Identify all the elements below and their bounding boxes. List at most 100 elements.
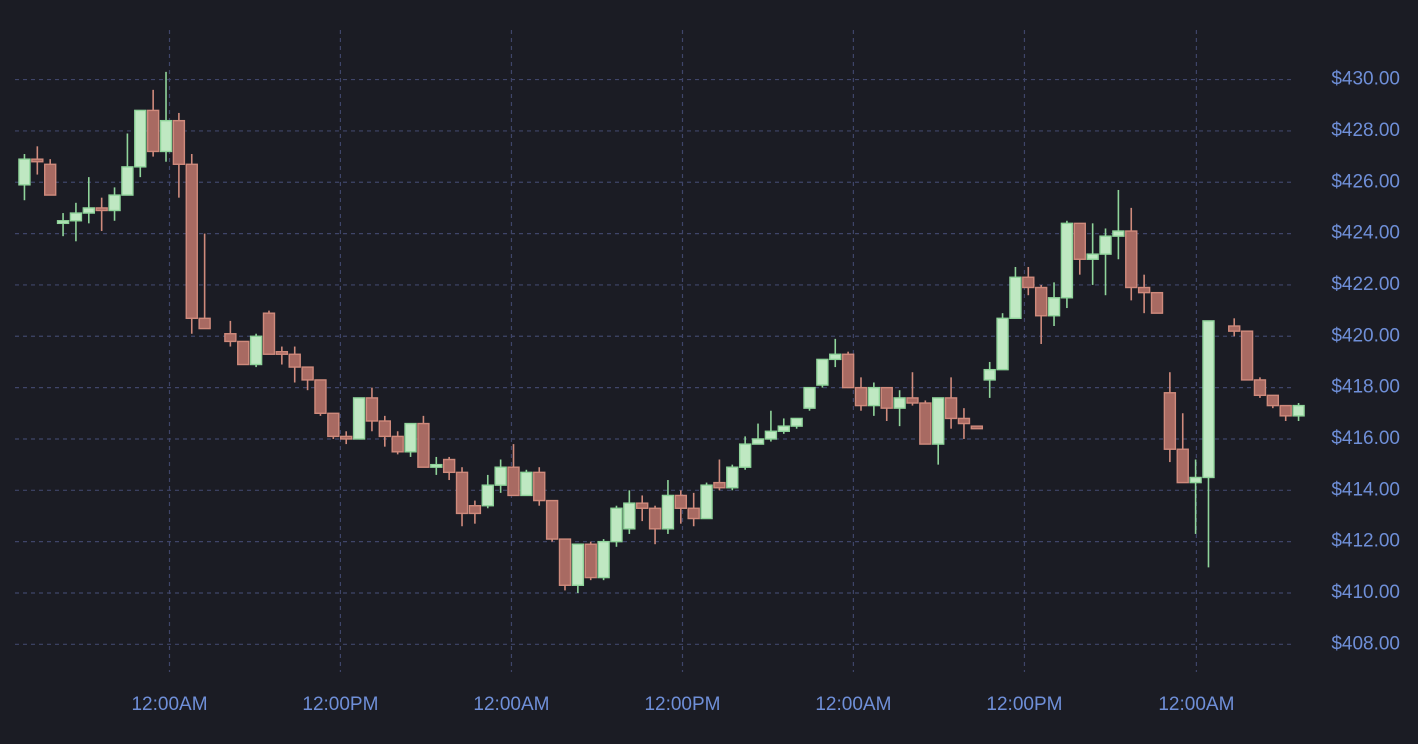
candle-body xyxy=(1099,235,1112,255)
candle-body xyxy=(636,502,649,509)
y-tick-label: $430.00 xyxy=(1331,69,1400,90)
candle-body xyxy=(339,435,353,440)
candle-body xyxy=(545,499,559,540)
candle-body xyxy=(262,312,276,355)
candle-body xyxy=(455,471,469,515)
candle-body xyxy=(159,119,173,153)
candle-body xyxy=(442,458,456,474)
candle-body xyxy=(996,317,1009,371)
candle-body xyxy=(224,333,237,343)
candle-body xyxy=(1292,404,1305,417)
candle-body xyxy=(1112,230,1125,237)
candle-body xyxy=(146,109,160,153)
candle-body xyxy=(854,386,868,407)
y-tick-label: $412.00 xyxy=(1331,531,1400,552)
x-tick-label: 12:00AM xyxy=(473,694,549,715)
candle-body xyxy=(82,207,96,214)
y-tick-label: $424.00 xyxy=(1331,223,1400,244)
candle-body xyxy=(56,220,70,225)
candle-body xyxy=(391,435,404,453)
candle-body xyxy=(533,471,546,502)
candle-body xyxy=(275,350,289,355)
candle-body xyxy=(777,425,790,432)
candle-body xyxy=(185,163,198,320)
y-tick-label: $416.00 xyxy=(1331,428,1400,449)
candle-body xyxy=(623,502,636,530)
candle-body xyxy=(700,484,713,520)
candle-body xyxy=(314,379,327,414)
candle-body xyxy=(571,543,585,586)
candle-body xyxy=(249,335,263,366)
candle-body xyxy=(198,317,211,330)
candle-body xyxy=(404,422,417,453)
candle-body xyxy=(1073,222,1086,260)
candle-body xyxy=(584,543,597,579)
candle-body xyxy=(365,397,379,422)
candle-body xyxy=(919,402,932,445)
candle-body xyxy=(327,412,340,438)
candle-body xyxy=(352,397,366,440)
candle-body xyxy=(95,207,108,212)
candle-body xyxy=(893,397,906,409)
candle-body xyxy=(1266,394,1280,407)
candle-body xyxy=(687,507,700,520)
candle-body xyxy=(610,507,623,543)
candle-body xyxy=(764,430,778,440)
candle-body xyxy=(1253,379,1267,397)
y-tick-label: $420.00 xyxy=(1331,325,1400,346)
candle-body xyxy=(1202,320,1215,479)
candle-body xyxy=(648,507,662,530)
y-tick-label: $426.00 xyxy=(1331,171,1400,192)
candle-body xyxy=(661,494,675,530)
candle-body xyxy=(1240,330,1254,381)
candle-body xyxy=(1060,222,1074,299)
candle-body xyxy=(803,386,816,409)
candle-body xyxy=(468,505,482,515)
candle-body xyxy=(378,420,392,438)
candle-body xyxy=(597,540,610,579)
candle-body xyxy=(134,109,147,168)
candle-body xyxy=(1137,286,1151,294)
candle-body xyxy=(1009,276,1022,320)
candle-body xyxy=(69,212,83,222)
y-tick-label: $422.00 xyxy=(1331,274,1400,295)
candle-body xyxy=(1125,230,1138,289)
candle-body xyxy=(121,166,134,196)
candle-body xyxy=(726,466,739,489)
candle-body xyxy=(237,340,250,366)
axis-labels: $408.00 $410.00 $412.00 $414.00 $416.00 $418.… xyxy=(131,69,1400,715)
candle-body xyxy=(1163,392,1177,450)
candle-body xyxy=(932,397,945,445)
candle-body xyxy=(1176,448,1189,484)
candle-body xyxy=(674,494,688,509)
x-tick-label: 12:00AM xyxy=(1158,694,1234,715)
candle-body xyxy=(841,353,855,389)
y-tick-label: $410.00 xyxy=(1331,582,1400,603)
candle-body xyxy=(108,194,121,212)
x-tick-label: 12:00PM xyxy=(302,694,378,715)
candle-body xyxy=(790,417,803,427)
candle-body xyxy=(1228,325,1241,332)
candle-body xyxy=(738,443,752,468)
candle-body xyxy=(751,438,765,445)
candles xyxy=(18,71,1305,593)
candle-body xyxy=(507,466,520,497)
candle-body xyxy=(1086,253,1099,260)
candle-body xyxy=(43,163,57,196)
candle-body xyxy=(430,463,443,468)
y-tick-label: $414.00 xyxy=(1331,479,1400,500)
x-tick-label: 12:00PM xyxy=(986,694,1062,715)
candle-body xyxy=(829,353,842,361)
candle-body xyxy=(1034,286,1048,317)
candle-body xyxy=(957,417,971,425)
candle-body xyxy=(983,368,996,381)
candle-body xyxy=(481,484,494,507)
candle-body xyxy=(417,422,430,468)
candle-body xyxy=(880,386,893,409)
candle-body xyxy=(301,366,314,381)
x-tick-label: 12:00PM xyxy=(644,694,720,715)
y-tick-label: $428.00 xyxy=(1331,120,1400,141)
y-tick-label: $408.00 xyxy=(1331,633,1400,654)
candle-body xyxy=(1189,476,1202,484)
